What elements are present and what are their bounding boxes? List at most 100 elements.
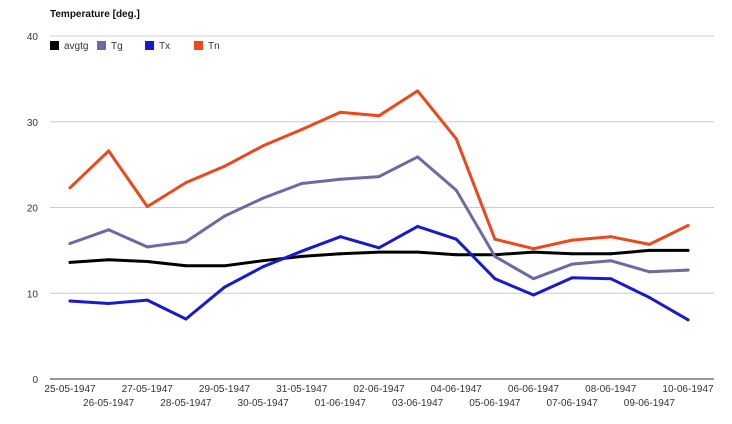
data-point (416, 224, 420, 228)
x-tick-label: 08-06-1947 (585, 384, 637, 395)
data-point (68, 299, 72, 303)
x-tick-label: 29-05-1947 (199, 384, 251, 395)
data-point (68, 186, 72, 190)
data-point (145, 260, 149, 264)
x-tick-label: 03-06-1947 (392, 398, 444, 409)
y-tick-label: 0 (32, 375, 38, 386)
y-tick-label: 30 (27, 118, 39, 129)
x-axis: 25-05-1947 26-05-1947 27-05-1947 28-05-1947… (44, 384, 714, 409)
legend-label: Tx (159, 41, 170, 52)
data-point (184, 181, 188, 185)
data-point (686, 318, 690, 322)
data-point (647, 248, 651, 252)
data-point (493, 277, 497, 281)
data-point (377, 114, 381, 118)
x-tick-label: 05-06-1947 (469, 398, 521, 409)
x-tick-label: 31-05-1947 (276, 384, 328, 395)
data-point (300, 127, 304, 131)
data-point (493, 254, 497, 258)
data-point (338, 110, 342, 114)
x-tick-label: 25-05-1947 (44, 384, 96, 395)
data-point (493, 237, 497, 241)
data-point (377, 246, 381, 250)
data-point (223, 214, 226, 218)
legend-label: Tn (208, 41, 220, 52)
x-tick-label: 28-05-1947 (160, 398, 212, 409)
data-point (107, 302, 111, 306)
data-point (145, 298, 149, 302)
data-point (107, 258, 111, 262)
data-point (647, 270, 651, 274)
data-point (145, 205, 149, 209)
x-tick-label: 09-06-1947 (624, 398, 676, 409)
data-point (454, 137, 458, 141)
chart-title: Temperature [deg.] (50, 9, 140, 20)
data-point (532, 293, 535, 297)
data-point (184, 240, 188, 244)
data-point (416, 155, 420, 159)
data-point (609, 252, 613, 256)
data-point (338, 252, 342, 256)
y-tick-label: 10 (27, 289, 39, 300)
data-point (416, 250, 420, 254)
data-point (609, 259, 613, 263)
data-point (686, 268, 690, 272)
data-point (184, 264, 188, 268)
data-point (686, 224, 690, 228)
y-axis: 0 10 20 30 40 (27, 32, 39, 386)
data-point (300, 254, 304, 258)
data-point (68, 260, 72, 264)
data-point (647, 242, 651, 246)
legend-label: avgtg (64, 41, 88, 52)
y-tick-label: 40 (27, 32, 39, 43)
legend-swatch (145, 41, 154, 50)
data-point (223, 264, 226, 268)
legend: avgtg Tg Tx Tn (50, 41, 220, 52)
data-point (686, 248, 690, 252)
x-tick-label: 10-06-1947 (662, 384, 714, 395)
data-point (532, 277, 535, 281)
legend-label: Tg (111, 41, 123, 52)
data-point (532, 250, 535, 254)
data-point (570, 238, 574, 242)
x-tick-label: 07-06-1947 (547, 398, 599, 409)
data-point (570, 276, 574, 280)
grid-lines (50, 35, 714, 380)
data-point (454, 237, 458, 241)
legend-swatch (194, 41, 203, 50)
data-point (570, 252, 574, 256)
x-tick-label: 26-05-1947 (83, 398, 135, 409)
data-point (338, 177, 342, 181)
x-tick-label: 02-06-1947 (353, 384, 405, 395)
legend-swatch (50, 41, 59, 50)
x-tick-label: 06-06-1947 (508, 384, 560, 395)
x-tick-label: 27-05-1947 (122, 384, 174, 395)
data-point (184, 317, 188, 321)
data-point (570, 262, 574, 266)
data-point (454, 253, 458, 257)
legend-swatch (97, 41, 106, 50)
x-tick-label: 01-06-1947 (315, 398, 367, 409)
data-point (68, 242, 72, 246)
data-point (107, 149, 111, 153)
data-point (338, 235, 342, 239)
data-point (145, 245, 149, 249)
data-point (261, 196, 265, 200)
y-tick-label: 20 (27, 204, 39, 215)
x-tick-label: 30-05-1947 (238, 398, 290, 409)
series-line-tx (68, 224, 690, 322)
data-point (609, 277, 613, 281)
data-point (377, 250, 381, 254)
data-point (261, 259, 265, 263)
series-lines (68, 89, 690, 322)
data-point (300, 181, 304, 185)
data-point (647, 296, 651, 300)
x-tick-label: 04-06-1947 (431, 384, 483, 395)
data-point (300, 249, 304, 253)
data-point (377, 175, 381, 179)
data-point (261, 144, 265, 148)
data-point (107, 228, 111, 232)
data-point (454, 188, 458, 192)
